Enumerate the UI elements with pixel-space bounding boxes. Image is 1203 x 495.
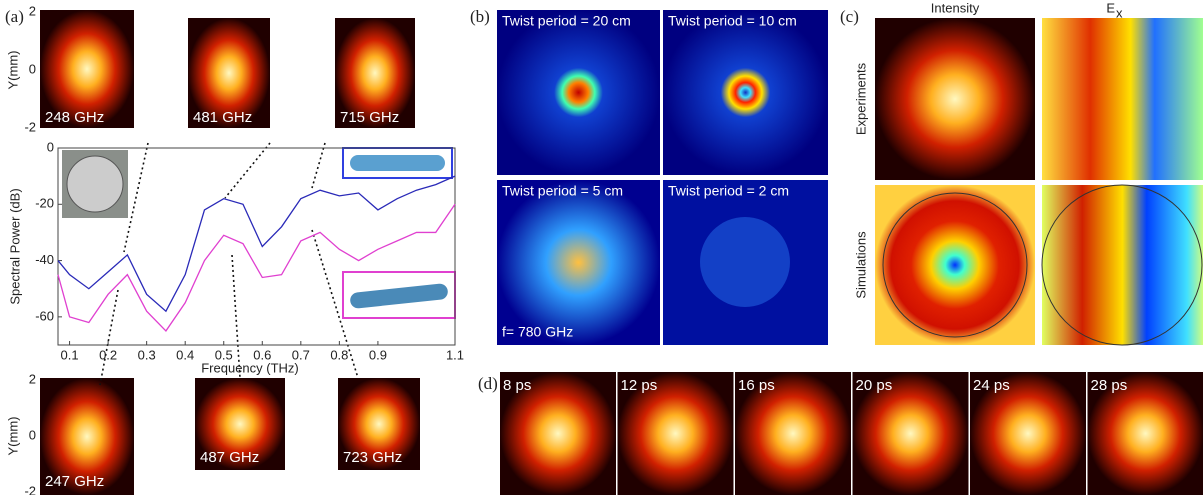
image-label: 248 GHz [45, 109, 104, 126]
subplot-title: Twist period = 5 cm [502, 183, 623, 199]
frame-label: 20 ps [856, 377, 893, 394]
image-label: 723 GHz [343, 449, 402, 466]
x-tick-label: 0.1 [61, 347, 79, 362]
row-header: Experiments [853, 62, 868, 135]
subplot-title: Twist period = 20 cm [502, 13, 631, 29]
subplot-title: Twist period = 2 cm [668, 183, 789, 199]
y-axis-label: Spectral Power (dB) [7, 188, 22, 304]
tick-label: -2 [24, 483, 36, 495]
image-label: 715 GHz [340, 109, 399, 126]
frame-label: 16 ps [738, 377, 775, 394]
x-tick-label: 0.4 [176, 347, 194, 362]
panel-label: (b) [470, 7, 490, 26]
panel-label: (d) [478, 374, 498, 393]
frame-label: 8 ps [503, 377, 531, 394]
x-axis-label: Frequency (THz) [201, 360, 299, 375]
annotation: f= 780 GHz [502, 324, 573, 340]
image-label: 247 GHz [45, 473, 104, 490]
image-label: 487 GHz [200, 449, 259, 466]
column-header: Intensity [931, 0, 980, 15]
tick-label: 2 [29, 371, 36, 386]
row-header: Simulations [853, 231, 868, 299]
y-tick-label: 0 [47, 139, 54, 154]
axis-label: Y(mm) [5, 417, 20, 456]
tick-label: -2 [24, 119, 36, 134]
image-layer [40, 10, 1203, 495]
frame-label: 12 ps [621, 377, 658, 394]
column-header: E [1106, 0, 1115, 15]
y-tick-label: -40 [35, 252, 54, 267]
tick-label: 2 [29, 3, 36, 18]
panel-label: (c) [840, 7, 859, 26]
panel-label: (a) [5, 7, 24, 26]
x-tick-label: 0.9 [369, 347, 387, 362]
y-tick-label: -20 [35, 196, 54, 211]
frame-label: 28 ps [1091, 377, 1128, 394]
image-label: 481 GHz [193, 109, 252, 126]
x-tick-label: 0.8 [330, 347, 348, 362]
column-header: x [1116, 5, 1123, 20]
y-tick-label: -60 [35, 308, 54, 323]
axis-label: Y(mm) [5, 51, 20, 90]
x-tick-label: 1.1 [446, 347, 464, 362]
x-tick-label: 0.3 [138, 347, 156, 362]
x-tick-label: 0.2 [99, 347, 117, 362]
tick-label: 0 [29, 61, 36, 76]
frame-label: 24 ps [973, 377, 1010, 394]
tick-label: 0 [29, 427, 36, 442]
subplot-title: Twist period = 10 cm [668, 13, 797, 29]
figure: (a) (b) (c) (d) 248 GHz 481 GHz 715 GHz 247 GHz… [0, 0, 1203, 495]
